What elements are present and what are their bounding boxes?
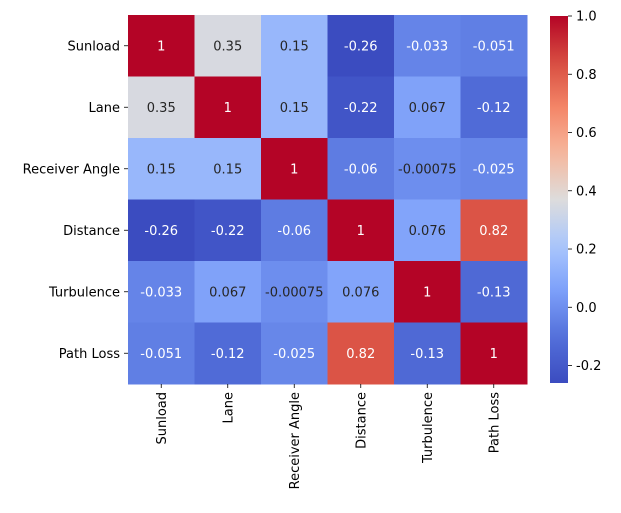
heatmap-cell xyxy=(261,138,328,200)
heatmap-cell xyxy=(261,15,328,77)
heatmap-cell xyxy=(194,261,262,323)
x-tick-label: Lane xyxy=(221,392,236,423)
cell-annotation: 0.35 xyxy=(213,39,242,54)
heatmap-cell xyxy=(261,199,328,262)
cell-annotation: 1 xyxy=(290,162,298,177)
cell-annotation: 0.82 xyxy=(346,347,375,362)
heatmap-cell xyxy=(128,76,195,139)
cell-annotation: -0.13 xyxy=(410,347,444,362)
colorbar-tick-label: 0.4 xyxy=(576,184,597,199)
heatmap-cell xyxy=(327,322,395,385)
heatmap-cell xyxy=(460,76,528,139)
cell-annotation: -0.033 xyxy=(140,285,182,300)
heatmap-cell xyxy=(460,199,528,262)
cell-annotation: -0.12 xyxy=(477,101,511,116)
heatmap-cell xyxy=(327,76,395,139)
heatmap-cell xyxy=(460,15,528,77)
cell-annotation: 0.82 xyxy=(479,224,508,239)
cell-annotation: 1 xyxy=(157,39,165,54)
cell-annotation: -0.06 xyxy=(344,162,378,177)
heatmap-cell xyxy=(261,76,328,139)
heatmap-cell xyxy=(394,261,461,323)
colorbar-tick-label: 0.2 xyxy=(576,243,597,258)
x-axis-ticks: Sunload Lane Receiver Angle Distance Turbule… xyxy=(155,384,502,489)
heatmap-cell xyxy=(394,138,461,200)
y-tick-label: Turbulence xyxy=(48,285,120,300)
heatmap-cell xyxy=(128,322,195,385)
cell-annotation: -0.06 xyxy=(277,224,311,239)
cell-annotation: 0.076 xyxy=(409,224,446,239)
heatmap-cell xyxy=(460,322,528,385)
heatmap-cell xyxy=(394,199,461,262)
heatmap-cell xyxy=(128,138,195,200)
heatmap-cell xyxy=(460,138,528,200)
heatmap-cells xyxy=(128,15,528,385)
heatmap-cell xyxy=(261,322,328,385)
heatmap-cell xyxy=(128,199,195,262)
cell-annotation: 1 xyxy=(357,224,365,239)
cell-annotation: -0.00075 xyxy=(398,162,456,177)
heatmap-cell xyxy=(194,15,262,77)
colorbar-tick-label: -0.2 xyxy=(576,359,601,374)
cell-annotations: 1 0.35 0.15 -0.26 -0.033 -0.051 0.35 1 0.15 -0.22… xyxy=(140,39,514,362)
y-tick-label: Distance xyxy=(63,224,120,239)
cell-annotation: 0.15 xyxy=(147,162,176,177)
x-tick-label: Receiver Angle xyxy=(288,392,303,489)
colorbar: 1.0 0.8 0.6 0.4 0.2 0.0 -0.2 xyxy=(550,10,601,383)
cell-annotation: 0.15 xyxy=(213,162,242,177)
heatmap-cell xyxy=(194,138,262,200)
colorbar-tick-label: 0.0 xyxy=(576,301,597,316)
heatmap-cell xyxy=(194,76,262,139)
heatmap-cell xyxy=(194,322,262,385)
cell-annotation: 1 xyxy=(224,101,232,116)
y-tick-label: Path Loss xyxy=(59,347,120,362)
cell-annotation: 0.067 xyxy=(209,285,246,300)
heatmap-cell xyxy=(394,76,461,139)
heatmap-cell xyxy=(394,322,461,385)
y-tick-label: Receiver Angle xyxy=(23,162,120,177)
cell-annotation: -0.22 xyxy=(344,101,378,116)
cell-annotation: 0.067 xyxy=(409,101,446,116)
colorbar-tick-label: 1.0 xyxy=(576,10,597,25)
cell-annotation: 0.15 xyxy=(280,39,309,54)
heatmap-cell xyxy=(394,15,461,77)
cell-annotation: -0.051 xyxy=(473,39,515,54)
heatmap-cell xyxy=(327,138,395,200)
cell-annotation: 1 xyxy=(490,347,498,362)
y-axis-ticks: Sunload Lane Receiver Angle Distance Turbule… xyxy=(23,39,128,362)
x-tick-label: Distance xyxy=(354,392,369,449)
x-tick-label: Turbulence xyxy=(421,392,436,464)
x-tick-label: Sunload xyxy=(155,392,170,445)
cell-annotation: -0.22 xyxy=(211,224,245,239)
y-tick-label: Sunload xyxy=(67,39,120,54)
heatmap-cell xyxy=(128,261,195,323)
cell-annotation: 0.15 xyxy=(280,101,309,116)
heatmap-cell xyxy=(261,261,328,323)
heatmap-cell xyxy=(327,261,395,323)
y-tick-label: Lane xyxy=(89,101,120,116)
cell-annotation: 1 xyxy=(423,285,431,300)
colorbar-gradient xyxy=(550,16,568,383)
cell-annotation: -0.051 xyxy=(140,347,182,362)
cell-annotation: -0.00075 xyxy=(265,285,323,300)
heatmap-cell xyxy=(460,261,528,323)
cell-annotation: 0.076 xyxy=(342,285,379,300)
colorbar-tick-label: 0.8 xyxy=(576,68,597,83)
cell-annotation: -0.025 xyxy=(473,162,515,177)
cell-annotation: -0.025 xyxy=(273,347,315,362)
colorbar-tick-label: 0.6 xyxy=(576,126,597,141)
cell-annotation: -0.26 xyxy=(144,224,178,239)
cell-annotation: 0.35 xyxy=(147,101,176,116)
heatmap-cell xyxy=(128,15,195,77)
heatmap-cell xyxy=(194,199,262,262)
x-tick-label: Path Loss xyxy=(487,392,502,453)
cell-annotation: -0.26 xyxy=(344,39,378,54)
cell-annotation: -0.13 xyxy=(477,285,511,300)
cell-annotation: -0.033 xyxy=(406,39,448,54)
cell-annotation: -0.12 xyxy=(211,347,245,362)
heatmap-cell xyxy=(327,15,395,77)
heatmap-cell xyxy=(327,199,395,262)
